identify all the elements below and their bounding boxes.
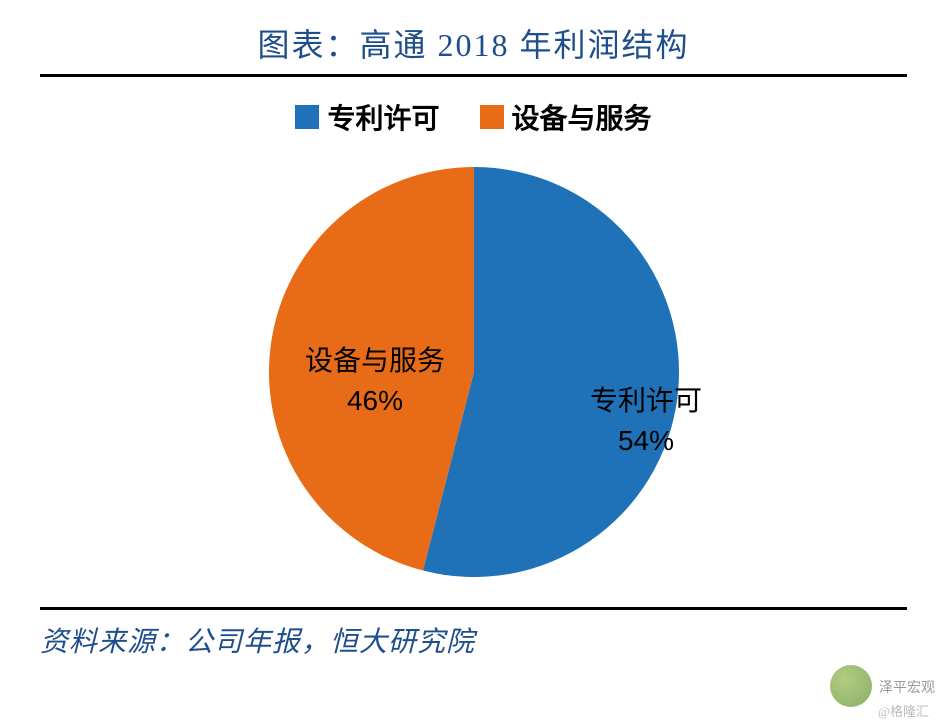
slice-label-0: 专利许可 54% bbox=[590, 382, 702, 460]
slice-label-1: 设备与服务 46% bbox=[305, 342, 445, 420]
chart-area: 专利许可 54% 设备与服务 46% bbox=[40, 157, 907, 587]
legend-item-0: 专利许可 bbox=[295, 97, 439, 137]
slice-label-pct: 54% bbox=[590, 421, 702, 460]
legend-item-1: 设备与服务 bbox=[480, 97, 652, 137]
legend-label: 设备与服务 bbox=[512, 97, 652, 137]
footer-section: 资料来源：公司年报，恒大研究院 bbox=[40, 607, 907, 660]
legend: 专利许可 设备与服务 bbox=[40, 97, 907, 137]
legend-label: 专利许可 bbox=[327, 97, 439, 137]
slice-label-pct: 46% bbox=[305, 381, 445, 420]
watermark-handle: @格隆汇 bbox=[878, 701, 929, 720]
chart-title: 图表：高通 2018 年利润结构 bbox=[40, 20, 907, 66]
watermark-logo-icon bbox=[830, 665, 872, 707]
title-section: 图表：高通 2018 年利润结构 bbox=[40, 20, 907, 77]
pie-chart bbox=[44, 157, 904, 587]
legend-marker-icon bbox=[295, 105, 319, 129]
watermark-brand: 泽平宏观 bbox=[879, 677, 935, 697]
slice-label-text: 专利许可 bbox=[590, 386, 702, 417]
legend-marker-icon bbox=[480, 105, 504, 129]
source-text: 资料来源：公司年报，恒大研究院 bbox=[40, 620, 907, 660]
slice-label-text: 设备与服务 bbox=[305, 346, 445, 377]
